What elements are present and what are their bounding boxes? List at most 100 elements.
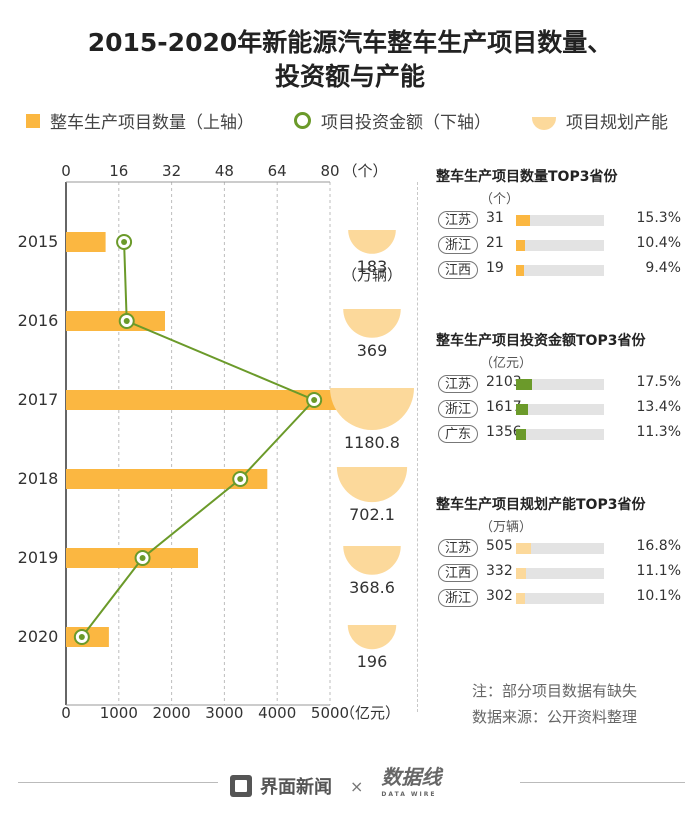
top-axis-tick-label: 32: [162, 162, 181, 180]
province-percent: 11.1%: [636, 563, 681, 579]
panel-row: 江苏 2103 17.5%: [436, 373, 691, 396]
panel-investment-title: 整车生产项目投资金额TOP3省份: [436, 333, 646, 349]
capacity-value-label: 368.6: [349, 578, 395, 597]
top-axis-tick-label: 64: [268, 162, 287, 180]
year-label: 2017: [18, 390, 59, 409]
province-percent: 10.1%: [636, 588, 681, 604]
chart-title-line2: 投资额与产能: [274, 62, 425, 91]
capacity-semicircle: [343, 546, 401, 575]
bottom-axis-tick-label: 4000: [258, 704, 296, 722]
province-pill: 江西: [438, 261, 478, 279]
legend-item-capacity: 项目规划产能: [532, 108, 668, 133]
bottom-axis-unit: （亿元）: [340, 704, 400, 722]
panel-row: 广东 1356 11.3%: [436, 423, 691, 446]
province-value: 19: [486, 260, 504, 276]
investment-point-center: [78, 634, 85, 640]
province-percent: 11.3%: [636, 424, 681, 440]
panel-row: 浙江 1617 13.4%: [436, 398, 691, 421]
year-label: 2015: [18, 232, 59, 251]
bar-track: [516, 379, 604, 390]
legend-line-marker: [294, 112, 311, 129]
panel-count-unit: （个）: [480, 192, 520, 207]
panel-capacity-title: 整车生产项目规划产能TOP3省份: [436, 497, 646, 513]
bar-track: [516, 543, 604, 554]
province-pill: 浙江: [438, 589, 478, 607]
province-percent: 13.4%: [636, 399, 681, 415]
top-axis-tick-label: 80: [320, 162, 339, 180]
capacity-value-label: 1180.8: [344, 433, 400, 452]
share-bar: [516, 240, 525, 251]
province-percent: 15.3%: [636, 210, 681, 226]
share-bar: [516, 265, 524, 276]
panel-capacity-unit: （万辆）: [480, 520, 533, 535]
share-bar: [516, 568, 526, 579]
legend-item-count: 整车生产项目数量（上轴）: [26, 108, 254, 133]
jiemian-logo-icon: [230, 775, 252, 797]
panel-row: 江苏 505 16.8%: [436, 537, 691, 560]
footer-brand: 界面新闻 × 数据线 DATA WIRE: [230, 767, 441, 804]
investment-point-center: [237, 476, 244, 482]
panel-investment: 整车生产项目投资金额TOP3省份 （亿元） 江苏 2103 17.5% 浙江 1…: [436, 330, 691, 446]
panel-row: 江西 332 11.1%: [436, 562, 691, 585]
count-bar: [66, 469, 268, 489]
panel-row: 江苏 31 15.3%: [436, 209, 691, 232]
capacity-value-label: 369: [357, 341, 388, 360]
year-label: 2018: [18, 469, 59, 488]
brand-jiemian: 界面新闻: [260, 777, 332, 798]
bar-track: [516, 568, 604, 579]
count-bar: [66, 390, 357, 410]
capacity-unit-label: （万辆）: [342, 266, 402, 284]
legend-semicircle-swatch: [532, 117, 556, 130]
cross-symbol: ×: [350, 776, 364, 796]
province-value: 1617: [486, 399, 522, 415]
count-bar: [66, 232, 106, 252]
province-value: 2103: [486, 374, 522, 390]
capacity-value-label: 183: [357, 257, 388, 276]
footer-rule-left: [18, 782, 218, 783]
top-axis-unit: （个）: [342, 162, 387, 180]
province-percent: 17.5%: [636, 374, 681, 390]
legend-item-investment: 项目投资金额（下轴）: [294, 108, 491, 133]
panel-capacity: 整车生产项目规划产能TOP3省份 （万辆） 江苏 505 16.8% 江西 33…: [436, 494, 691, 610]
year-label: 2019: [18, 548, 59, 567]
bottom-axis-tick-label: 5000: [311, 704, 349, 722]
top-axis-tick-label: 16: [109, 162, 128, 180]
investment-line: [81, 241, 316, 638]
bottom-axis-tick-label: 1000: [100, 704, 138, 722]
province-value: 302: [486, 588, 513, 604]
share-bar: [516, 215, 530, 226]
province-pill: 江苏: [438, 539, 478, 557]
count-bar: [66, 311, 165, 331]
capacity-semicircle: [347, 625, 397, 650]
bar-track: [516, 240, 604, 251]
note-missing-data: 注：部分项目数据有缺失: [472, 682, 638, 700]
share-bar: [516, 404, 528, 415]
bar-track: [516, 593, 604, 604]
investment-point-center: [123, 318, 130, 324]
footer-rule-right: [520, 782, 685, 783]
count-bar: [66, 548, 198, 568]
province-pill: 江苏: [438, 375, 478, 393]
bar-track: [516, 429, 604, 440]
province-pill: 江西: [438, 564, 478, 582]
bar-track: [516, 404, 604, 415]
investment-point-center: [121, 239, 128, 245]
province-percent: 9.4%: [645, 260, 681, 276]
province-value: 505: [486, 538, 513, 554]
province-value: 332: [486, 563, 513, 579]
province-value: 1356: [486, 424, 522, 440]
legend-capacity-label: 项目规划产能: [566, 113, 668, 133]
brand-datawire-sub: DATA WIRE: [381, 791, 437, 798]
capacity-value-label: 702.1: [349, 505, 395, 524]
capacity-semicircle: [348, 230, 396, 254]
bottom-axis-tick-label: 3000: [205, 704, 243, 722]
capacity-semicircle: [336, 467, 408, 503]
investment-point-center: [311, 397, 318, 403]
panel-row: 浙江 21 10.4%: [436, 234, 691, 257]
province-percent: 10.4%: [636, 235, 681, 251]
panel-count: 整车生产项目数量TOP3省份 （个） 江苏 31 15.3% 浙江 21 10.…: [436, 166, 691, 282]
province-pill: 江苏: [438, 211, 478, 229]
chart-title-line1: 2015-2020年新能源汽车整车生产项目数量、: [87, 28, 613, 57]
capacity-value-label: 196: [357, 652, 388, 671]
